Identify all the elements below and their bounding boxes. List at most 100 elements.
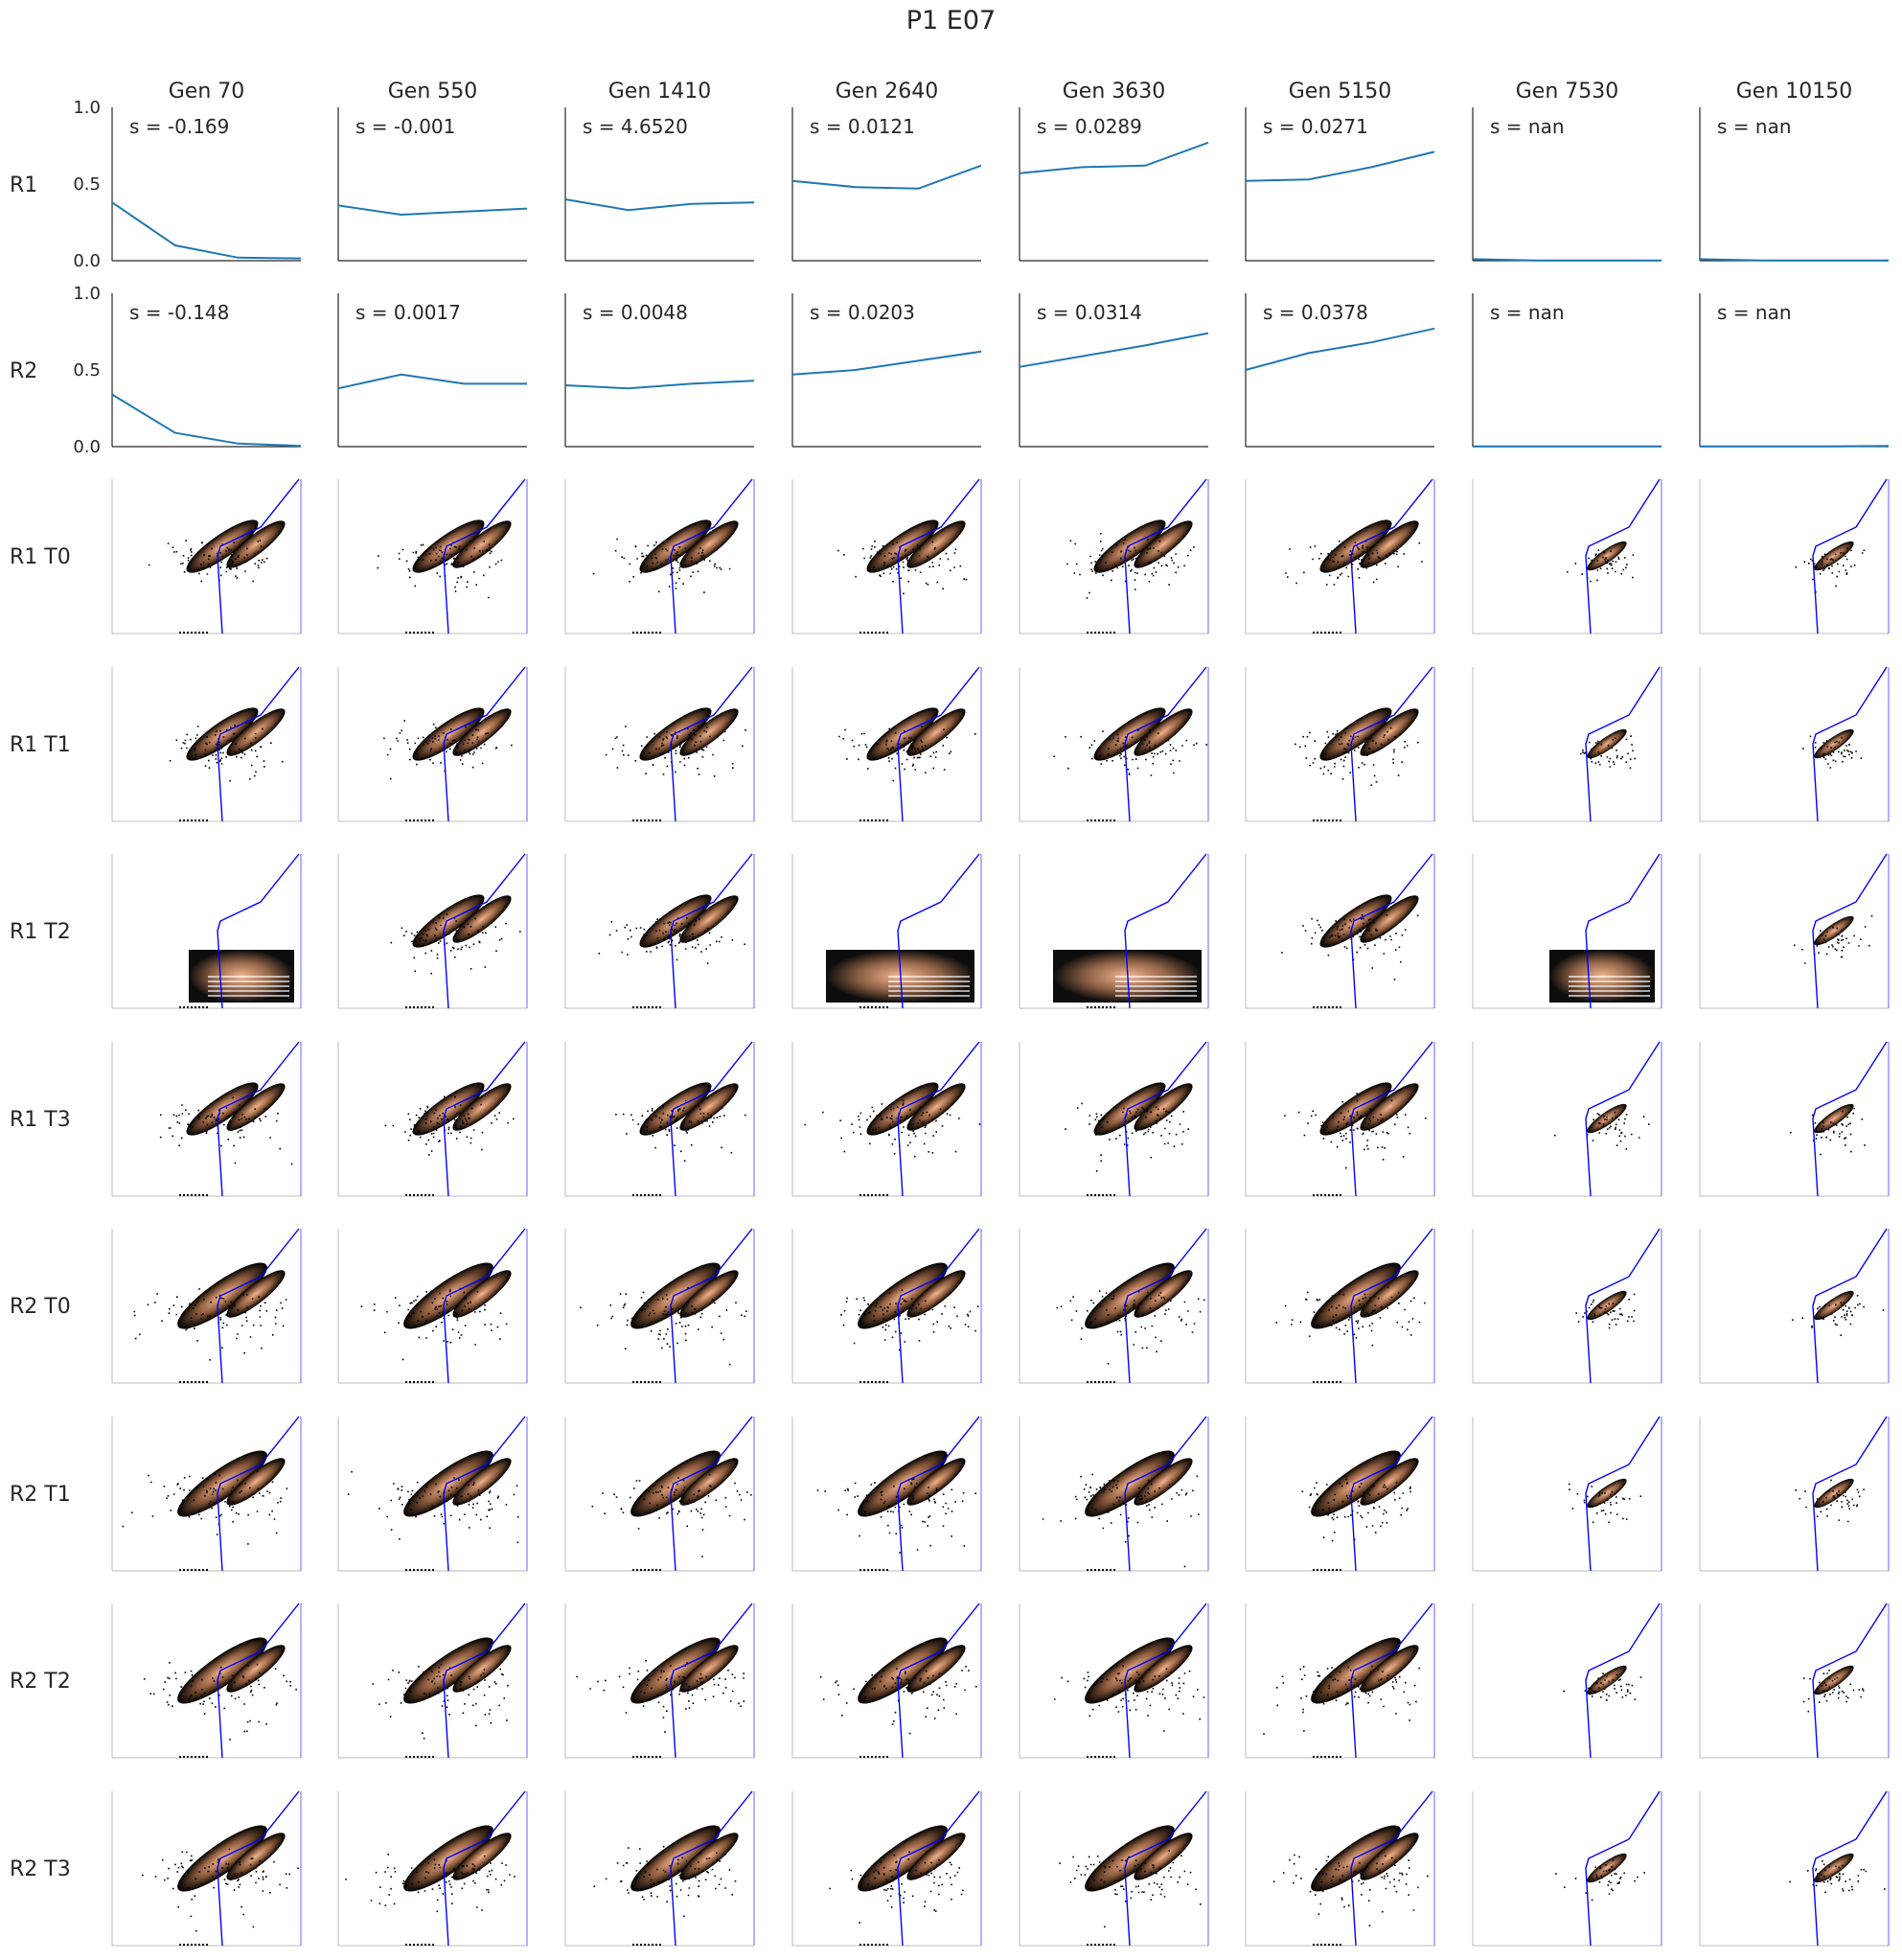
y-tick-label: 0.0: [73, 437, 101, 457]
gate-line: [217, 666, 300, 822]
s-value-label: s = 0.0378: [1263, 301, 1368, 324]
density-cloud: [858, 1637, 948, 1704]
s-value-label: s = -0.148: [129, 301, 229, 324]
line-panel-r2-gen-7530: s = nan: [1472, 293, 1661, 448]
density-cloud: [177, 1262, 267, 1329]
scatter-panel-r1-t1-gen-3630: [1019, 666, 1209, 822]
line-panel-r1-gen-5150: s = 0.0271: [1245, 107, 1435, 262]
y-tick-label: 0.5: [73, 174, 101, 195]
scatter-panel-r1-t1-gen-1410: [564, 666, 755, 822]
row-label-r1: R1: [10, 173, 37, 197]
gate-line: [670, 853, 753, 1009]
scatter-panel-r1-t3-gen-7530: [1472, 1041, 1662, 1197]
scatter-points: [1795, 547, 1866, 593]
column-title-gen-70: Gen 70: [169, 80, 245, 104]
scatter-panel-r2-t2-gen-2640: [791, 1603, 982, 1759]
density-cloud: [1587, 1853, 1627, 1883]
scatter-panel-r1-t1-gen-10150: [1699, 666, 1890, 822]
gate-line: [1350, 1228, 1433, 1384]
gate-line: [443, 1228, 526, 1384]
scatter-points: [1065, 1102, 1189, 1172]
scatter-panel-r2-t2-gen-3630: [1019, 1603, 1209, 1759]
scatter-panel-r1-t3-gen-70: [111, 1041, 302, 1197]
series-line: [1019, 332, 1209, 368]
density-cloud: [906, 1458, 966, 1506]
density-cloud: [1319, 894, 1392, 948]
density-cloud: [452, 1458, 512, 1506]
y-tick-label: 0.5: [73, 360, 101, 380]
gate-line: [1812, 1603, 1888, 1759]
density-cloud: [1360, 895, 1419, 943]
s-value-label: s = nan: [1717, 115, 1792, 138]
density-cloud: [679, 1270, 739, 1318]
density-cloud: [1085, 1450, 1175, 1517]
density-cloud: [1814, 541, 1854, 571]
scatter-panel-r2-t1-gen-10150: [1699, 1416, 1890, 1572]
s-value-label: s = 0.0203: [810, 301, 915, 324]
series-line: [564, 380, 755, 390]
density-cloud: [906, 520, 966, 568]
line-panel-r2-gen-3630: s = 0.0314: [1019, 293, 1209, 448]
line-panel-r2-gen-1410: s = 0.0048: [564, 293, 755, 448]
scatter-panel-r1-t0-gen-3630: [1019, 478, 1209, 634]
gate-line: [217, 1041, 300, 1197]
density-cloud: [866, 1082, 939, 1136]
line-panel-r2-gen-2640: s = 0.0203: [791, 293, 982, 448]
density-cloud: [1587, 541, 1627, 571]
scatter-points: [1042, 1473, 1200, 1568]
scatter-panel-r2-t2-gen-5150: [1245, 1603, 1435, 1759]
density-cloud: [412, 894, 485, 948]
scatter-panel-r2-t3-gen-2640: [791, 1790, 982, 1947]
scatter-panel-r1-t2-gen-2640: [791, 853, 982, 1009]
scatter-panel-r2-t0-gen-70: [111, 1228, 302, 1384]
scatter-points: [576, 1660, 745, 1733]
scatter-points: [1567, 549, 1635, 583]
scatter-panel-r1-t3-gen-2640: [791, 1041, 982, 1197]
density-cloud: [452, 1270, 512, 1318]
gate-line: [1350, 478, 1433, 634]
gate-line: [1585, 1790, 1661, 1947]
scatter-panel-r2-t0-gen-2640: [791, 1228, 982, 1384]
gate-line: [1585, 1603, 1661, 1759]
gate-line: [670, 1416, 753, 1572]
scatter-panel-r2-t1-gen-3630: [1019, 1416, 1209, 1572]
scatter-panel-r2-t1-gen-7530: [1472, 1416, 1662, 1572]
density-cloud: [866, 519, 939, 573]
scatter-panel-r2-t2-gen-7530: [1472, 1603, 1662, 1759]
gate-line: [217, 1790, 300, 1947]
density-cloud: [630, 1450, 721, 1517]
gate-line: [1812, 478, 1888, 634]
density-cloud: [639, 1082, 712, 1136]
scatter-panel-r1-t1-gen-5150: [1245, 666, 1435, 822]
density-cloud: [630, 1637, 721, 1704]
line-panel-r2-gen-5150: s = 0.0378: [1245, 293, 1435, 448]
gate-line: [443, 1790, 526, 1947]
gate-line: [1585, 1416, 1661, 1572]
density-cloud: [1360, 708, 1419, 756]
gate-line: [897, 1416, 980, 1572]
density-cloud: [906, 1833, 966, 1880]
s-value-label: s = nan: [1490, 301, 1565, 324]
column-title-gen-7530: Gen 7530: [1516, 80, 1619, 104]
gate-line: [443, 666, 526, 822]
s-value-label: s = -0.169: [129, 115, 229, 138]
density-cloud: [1311, 1637, 1401, 1704]
column-title-gen-3630: Gen 3630: [1063, 80, 1166, 104]
column-title-gen-5150: Gen 5150: [1289, 80, 1392, 104]
density-cloud: [1814, 1290, 1854, 1321]
density-cloud: [1814, 728, 1854, 759]
s-value-label: s = -0.001: [355, 115, 455, 138]
gate-line: [1124, 853, 1207, 1009]
density-cloud: [226, 520, 286, 568]
scatter-panel-r1-t2-gen-550: [337, 853, 528, 1009]
density-cloud: [226, 1270, 286, 1318]
figure-title: P1 E07: [905, 6, 997, 35]
density-cloud: [452, 1645, 512, 1693]
density-cloud: [1814, 915, 1854, 946]
row-label-r1-t2: R1 T2: [10, 920, 71, 944]
density-cloud: [452, 895, 512, 943]
s-value-label: s = 0.0314: [1037, 301, 1142, 324]
density-cloud: [906, 1645, 966, 1693]
density-cloud: [679, 708, 739, 756]
